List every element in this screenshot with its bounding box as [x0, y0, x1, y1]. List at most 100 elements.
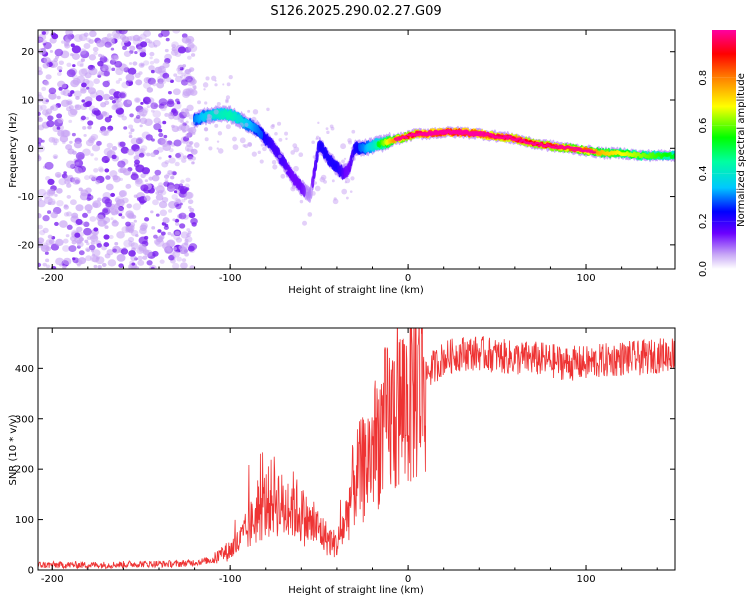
spectrogram-noise-blob: [96, 40, 105, 48]
spectrogram-noise-blob: [75, 167, 83, 174]
spectrogram-noise-blob: [177, 69, 183, 75]
spectrogram-noise-blob: [175, 222, 180, 226]
spectrogram-scatter-blob: [205, 76, 210, 81]
spectrogram-noise-blob: [162, 120, 167, 125]
spectrogram-noise-blob: [127, 149, 135, 156]
spectrogram-scatter-blob: [262, 146, 267, 152]
colorbar-label: Normalized spectral amplitude: [736, 73, 747, 227]
spectrogram-noise-blob: [69, 140, 73, 144]
spectrogram-noise-blob: [181, 158, 187, 163]
spectrogram-noise-blob: [151, 250, 159, 257]
spectrogram-noise-blob: [170, 175, 175, 180]
spectrogram-noise-blob: [84, 72, 92, 79]
spectrogram-noise-blob: [66, 62, 72, 67]
spectrogram-noise-blob: [185, 177, 191, 183]
spectrogram-scatter-blob: [340, 143, 347, 150]
spectrogram-ridge-cell: [506, 137, 510, 140]
spectrogram-noise-blob: [141, 167, 150, 175]
spectrogram-noise-blob: [95, 179, 101, 185]
spectrogram-noise-blob: [179, 188, 187, 195]
spectrogram-noise-blob: [93, 168, 99, 173]
spectrogram-noise-blob: [131, 144, 140, 152]
spectrogram-noise-blob: [68, 245, 77, 253]
spectrogram-noise-blob: [188, 44, 198, 53]
spectrogram-noise-blob: [167, 231, 172, 236]
spectrogram-noise-blob: [82, 212, 88, 218]
spectrogram-scatter-blob: [186, 141, 192, 148]
spectrogram-noise-blob: [189, 207, 195, 213]
spectrogram-ridge-cell: [557, 145, 561, 148]
spectrogram-noise-blob: [114, 242, 119, 246]
spectrogram-noise-blob: [166, 247, 172, 252]
spectrogram-noise-blob: [138, 62, 145, 68]
spectrogram-noise-blob: [103, 234, 110, 240]
spectrogram-noise-blob: [164, 223, 169, 228]
spectrogram-noise-blob: [187, 42, 195, 49]
spectrogram-scatter-blob: [193, 142, 200, 148]
spectrogram-noise-blob: [87, 193, 92, 197]
spectrogram-noise-blob: [162, 217, 170, 224]
spectrogram-noise-blob: [66, 224, 73, 230]
spectrogram-scatter-blob: [351, 157, 356, 161]
spectrogram-noise-blob: [49, 49, 54, 53]
spectrogram-noise-blob: [132, 61, 138, 66]
spectrogram-noise-blob: [41, 97, 50, 105]
spectrogram-noise-blob: [48, 136, 56, 143]
spectrogram-noise-blob: [104, 225, 109, 229]
snr-series-line: [38, 328, 675, 570]
spectrogram-scatter-blob: [341, 159, 345, 164]
spectrogram-scatter-blob: [325, 127, 329, 131]
spectrogram-noise-blob: [125, 221, 131, 227]
spectrogram-noise-blob: [133, 155, 140, 161]
spectrogram-noise-blob: [173, 111, 178, 117]
spectrogram-noise-blob: [140, 173, 146, 179]
spectrogram-noise-blob: [112, 175, 121, 183]
spectrogram-noise-blob: [191, 222, 197, 227]
spectrogram-noise-blob: [48, 92, 57, 100]
spectrogram-noise-blob: [116, 231, 125, 239]
spectrogram-noise-blob: [80, 115, 86, 121]
spectrogram-scatter-blob: [216, 140, 220, 143]
spectrogram-ridge-cell: [574, 149, 578, 152]
spectrogram-noise-blob: [189, 265, 195, 269]
spectrogram-noise-blob: [63, 171, 67, 175]
spectrogram-noise-blob: [86, 100, 93, 107]
spectrogram-noise-blob: [38, 66, 43, 73]
spectrogram-noise-blob: [121, 36, 130, 43]
x-tick-label: -200: [41, 273, 64, 284]
spectrogram-noise-blob: [162, 143, 172, 151]
spectrogram-noise-blob: [87, 87, 97, 95]
spectrogram-noise-blob: [161, 161, 169, 168]
spectrogram-noise-blob: [85, 80, 94, 88]
spectrogram-ridge-cell: [533, 143, 537, 146]
spectrogram-noise-blob: [45, 74, 52, 80]
spectrogram-noise-blob: [151, 174, 160, 182]
spectrogram-noise-blob: [73, 90, 82, 98]
spectrogram-noise-blob: [185, 87, 195, 96]
spectrogram-noise-blob: [87, 120, 94, 126]
spectrogram-noise-blob: [149, 60, 155, 65]
y-tick-label: -10: [18, 192, 34, 203]
spectrogram-scatter-blob: [331, 179, 335, 183]
spectrogram-scatter-blob: [278, 137, 283, 142]
spectrogram-noise-blob: [97, 60, 104, 67]
spectrogram-noise-blob: [85, 116, 89, 120]
spectrogram-noise-blob: [54, 193, 58, 197]
spectrogram-noise-blob: [156, 81, 165, 89]
spectrogram-noise-blob: [83, 32, 89, 37]
spectrogram-noise-blob: [185, 187, 190, 191]
spectrogram-noise-blob: [159, 209, 168, 217]
spectrogram-noise-blob: [172, 30, 181, 34]
spectrogram-scatter-blob: [225, 106, 228, 110]
spectrogram-scatter-blob: [185, 133, 191, 139]
spectrogram-noise-blob: [142, 113, 146, 117]
spectrogram-noise-blob: [115, 80, 121, 84]
spectrogram-x-axis-label: Height of straight line (km): [288, 285, 424, 296]
spectrogram-noise-blob: [38, 197, 42, 201]
spectrogram-ridge-cell: [452, 130, 456, 133]
spectrogram-noise-blob: [95, 113, 104, 120]
spectrogram-noise-blob: [135, 98, 140, 103]
spectrogram-noise-blob: [47, 178, 55, 186]
spectrogram-noise-blob: [129, 45, 136, 51]
spectrogram-ridge-cell: [453, 131, 457, 135]
